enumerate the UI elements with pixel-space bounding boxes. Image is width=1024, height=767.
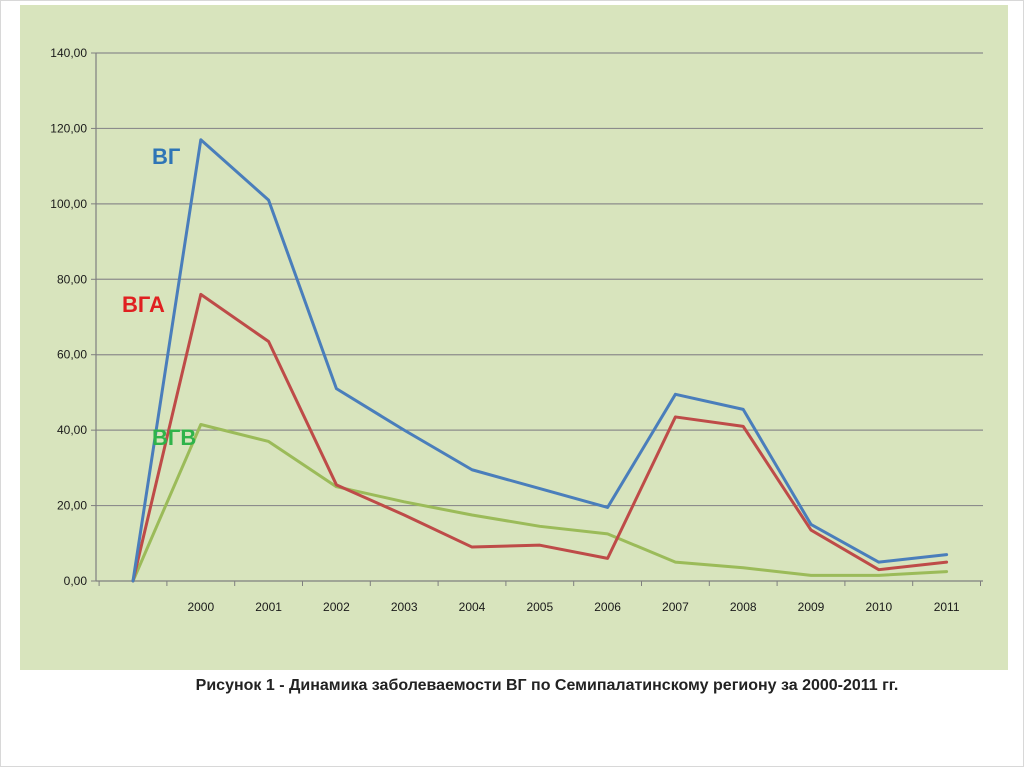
x-tick-labels: 2000 2001 2002 2003 2004 2005 2006 2007 2008 2009…: [187, 600, 959, 614]
line-chart: 0,00 20,00 40,00 60,00 80,00 100,00 120,00 140,…: [50, 46, 983, 614]
figure-caption: Рисунок 1 - Динамика заболеваемости ВГ п…: [195, 677, 899, 694]
series-label-vga: ВГА: [122, 292, 165, 317]
y-tick-label: 20,00: [57, 499, 87, 513]
x-tick-label: 2010: [865, 600, 892, 614]
x-tick-label: 2003: [391, 600, 418, 614]
series-line-vga: [131, 292, 949, 583]
y-tick-label: 0,00: [64, 574, 88, 588]
x-tick-label: 2000: [187, 600, 214, 614]
axes: [91, 52, 981, 586]
y-tick-label: 60,00: [57, 348, 87, 362]
series-label-vg: ВГ: [152, 144, 181, 169]
y-tick-labels: 0,00 20,00 40,00 60,00 80,00 100,00 120,00 140,…: [50, 46, 87, 588]
y-tick-label: 40,00: [57, 423, 87, 437]
chart-panel: 0,00 20,00 40,00 60,00 80,00 100,00 120,00 140,…: [20, 5, 1008, 670]
x-tick-label: 2001: [255, 600, 282, 614]
y-tick-label: 80,00: [57, 272, 87, 286]
x-tick-label: 2004: [459, 600, 486, 614]
series-line-vg: [131, 138, 949, 583]
x-tick-label: 2006: [594, 600, 621, 614]
x-tick-label: 2002: [323, 600, 350, 614]
gridlines: [96, 52, 983, 582]
x-tick-label: 2011: [934, 600, 960, 614]
series-lines: [131, 138, 949, 583]
y-tick-label: 120,00: [50, 121, 87, 135]
x-tick-label: 2005: [526, 600, 553, 614]
series-label-vgv: ВГВ: [152, 425, 196, 450]
x-tick-label: 2007: [662, 600, 689, 614]
series-labels: ВГ ВГА ВГВ: [122, 144, 196, 450]
x-tick-label: 2008: [730, 600, 757, 614]
series-line-vgv: [131, 422, 949, 583]
x-tick-label: 2009: [798, 600, 825, 614]
y-tick-label: 100,00: [50, 197, 87, 211]
y-tick-label: 140,00: [50, 46, 87, 60]
